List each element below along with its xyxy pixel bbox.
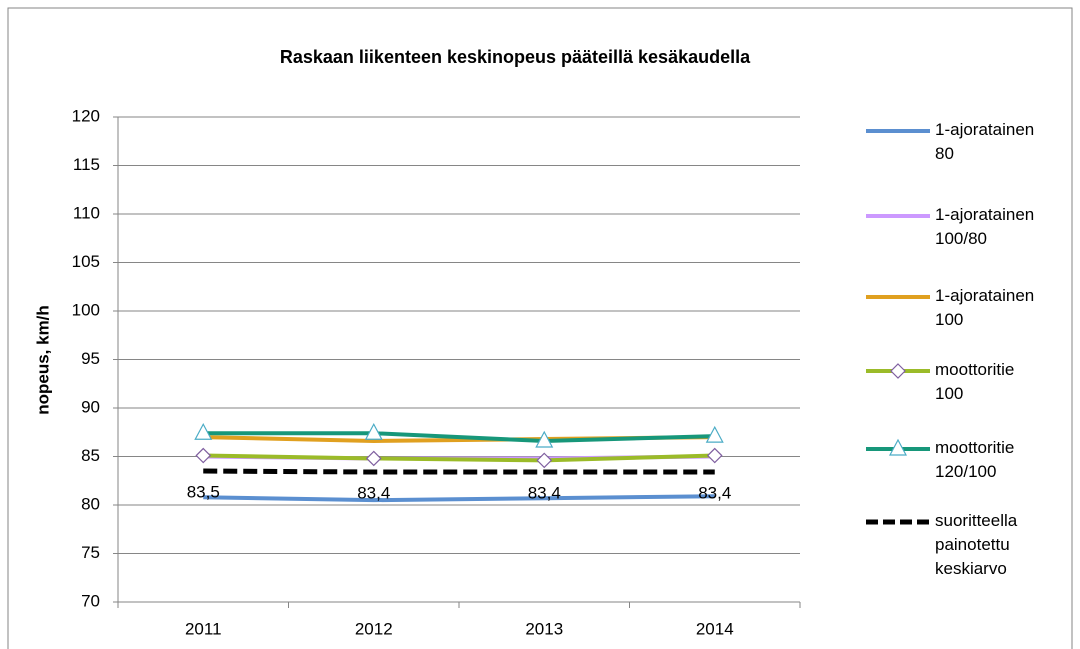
marker [194,422,213,440]
x-tick-label: 2011 [185,619,222,638]
x-tick-label: 2014 [696,619,734,638]
y-tick-label: 100 [72,300,100,319]
y-tick-label: 70 [81,591,100,610]
series-line [203,431,715,443]
y-tick-label: 115 [73,155,100,174]
series-line [203,494,715,503]
y-tick-label: 75 [81,543,100,562]
series-line [203,453,715,463]
marker [889,438,907,456]
x-tick-label: 2012 [355,619,393,638]
legend-label: 1-ajoratainen 100/80 [935,205,1034,248]
data-label: 83,5 [187,483,220,502]
marker [890,363,906,379]
data-label: 83,4 [357,484,390,503]
legend-label: 1-ajoratainen 80 [935,120,1034,163]
marker [364,422,383,440]
marker [365,450,382,467]
marker [705,425,724,443]
legend-label: moottoritie 120/100 [935,438,1014,481]
marker [195,447,212,464]
y-tick-label: 105 [72,252,100,271]
data-label: 83,4 [698,484,731,503]
marker [536,452,553,469]
data-label: 83,4 [528,484,561,503]
series-line [203,468,715,475]
y-tick-label: 90 [81,397,100,416]
legend-label: suoritteella painotettu keskiarvo [935,511,1018,578]
marker [706,447,723,464]
y-tick-label: 110 [73,203,100,222]
legend-label: moottoritie 100 [935,360,1014,403]
y-tick-label: 95 [81,349,100,368]
chart-border [7,7,1073,649]
y-tick-label: 85 [81,446,100,465]
y-axis-label: nopeus, km/h [33,305,52,415]
y-tick-label: 120 [72,106,100,125]
y-tick-label: 80 [81,494,100,513]
legend-label: 1-ajoratainen 100 [935,286,1034,329]
marker [535,430,554,448]
chart-title: Raskaan liikenteen keskinopeus pääteillä… [280,47,751,67]
x-tick-label: 2013 [525,619,563,638]
